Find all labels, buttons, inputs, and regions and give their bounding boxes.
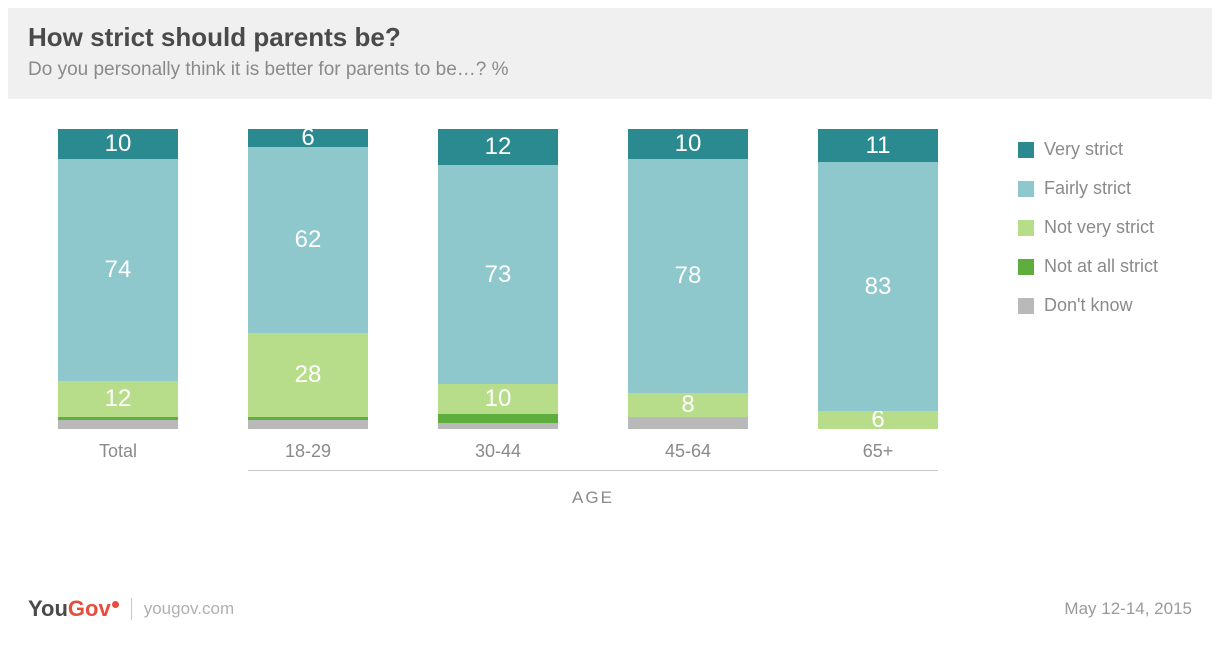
segment-value: 74 — [105, 256, 132, 284]
bar-segment: 6 — [818, 411, 938, 429]
bar-segment: 83 — [818, 162, 938, 411]
category-label: Total — [99, 441, 137, 462]
logo-gov: Gov — [68, 596, 111, 621]
bar-segment — [58, 420, 178, 429]
segment-value: 10 — [675, 130, 702, 158]
legend-swatch-icon — [1018, 298, 1034, 314]
legend-label: Not at all strict — [1044, 256, 1158, 277]
legend-swatch-icon — [1018, 181, 1034, 197]
bar-segment: 10 — [438, 384, 558, 414]
bar-column: 11 83 6 65+ — [818, 129, 938, 462]
survey-date: May 12-14, 2015 — [1064, 599, 1192, 619]
axis-area: AGE — [58, 470, 938, 530]
legend-swatch-icon — [1018, 220, 1034, 236]
footer-divider — [131, 598, 132, 620]
stacked-bar: 6 62 28 — [248, 129, 368, 429]
category-label: 30-44 — [475, 441, 521, 462]
bar-column: 12 73 10 30-44 — [438, 129, 558, 462]
segment-value: 8 — [681, 393, 694, 417]
legend-item: Not at all strict — [1018, 256, 1158, 277]
legend-item: Don't know — [1018, 295, 1158, 316]
legend-swatch-icon — [1018, 142, 1034, 158]
category-label: 45-64 — [665, 441, 711, 462]
bar-segment — [438, 414, 558, 423]
bar-segment: 73 — [438, 165, 558, 384]
chart-area: 10 74 12 Total 6 62 28 18-29 12 73 10 30-44 10 78 8 45-… — [8, 129, 1212, 530]
bar-segment — [628, 417, 748, 429]
segment-value: 73 — [485, 261, 512, 289]
bar-segment: 12 — [438, 129, 558, 165]
axis-line — [248, 470, 938, 471]
legend-label: Fairly strict — [1044, 178, 1131, 199]
segment-value: 12 — [105, 385, 132, 413]
chart-subtitle: Do you personally think it is better for… — [28, 59, 1192, 81]
segment-value: 12 — [485, 133, 512, 161]
segment-value: 62 — [295, 226, 322, 254]
legend-label: Not very strict — [1044, 217, 1154, 238]
segment-value: 28 — [295, 361, 322, 389]
bar-column: 10 74 12 Total — [58, 129, 178, 462]
bar-segment: 78 — [628, 159, 748, 393]
legend-item: Fairly strict — [1018, 178, 1158, 199]
stacked-bar: 11 83 6 — [818, 129, 938, 429]
segment-value: 83 — [865, 273, 892, 301]
stacked-bar: 12 73 10 — [438, 129, 558, 429]
stacked-bar: 10 74 12 — [58, 129, 178, 429]
segment-value: 11 — [866, 132, 891, 160]
segment-value: 10 — [485, 385, 512, 413]
bar-segment: 74 — [58, 159, 178, 381]
bar-segment: 12 — [58, 381, 178, 417]
bar-segment: 10 — [628, 129, 748, 159]
legend-swatch-icon — [1018, 259, 1034, 275]
chart-title: How strict should parents be? — [28, 22, 1192, 53]
segment-value: 6 — [301, 129, 314, 147]
legend-label: Don't know — [1044, 295, 1132, 316]
yougov-logo: YouGov — [28, 596, 119, 622]
bar-column: 10 78 8 45-64 — [628, 129, 748, 462]
legend-item: Not very strict — [1018, 217, 1158, 238]
segment-value: 78 — [675, 262, 702, 290]
bar-segment: 10 — [58, 129, 178, 159]
bars-group: 10 74 12 Total 6 62 28 18-29 12 73 10 30-44 10 78 8 45-… — [58, 129, 938, 462]
segment-value: 6 — [871, 411, 884, 429]
logo-area: YouGov yougov.com — [28, 596, 234, 622]
bar-segment — [248, 420, 368, 429]
header: How strict should parents be? Do you per… — [8, 8, 1212, 99]
bar-segment: 28 — [248, 333, 368, 417]
legend: Very strict Fairly strict Not very strict N… — [1018, 139, 1158, 316]
chart-container: How strict should parents be? Do you per… — [8, 8, 1212, 640]
logo-dot-icon — [112, 601, 119, 608]
legend-item: Very strict — [1018, 139, 1158, 160]
bar-segment — [438, 423, 558, 429]
bar-segment: 8 — [628, 393, 748, 417]
footer: YouGov yougov.com May 12-14, 2015 — [28, 596, 1192, 622]
stacked-bar: 10 78 8 — [628, 129, 748, 429]
bar-segment: 6 — [248, 129, 368, 147]
bar-segment: 62 — [248, 147, 368, 333]
bar-column: 6 62 28 18-29 — [248, 129, 368, 462]
logo-you: You — [28, 596, 68, 621]
category-label: 18-29 — [285, 441, 331, 462]
site-url: yougov.com — [144, 599, 234, 619]
axis-title: AGE — [248, 488, 938, 508]
legend-label: Very strict — [1044, 139, 1123, 160]
bar-segment: 11 — [818, 129, 938, 162]
segment-value: 10 — [105, 130, 132, 158]
category-label: 65+ — [863, 441, 894, 462]
